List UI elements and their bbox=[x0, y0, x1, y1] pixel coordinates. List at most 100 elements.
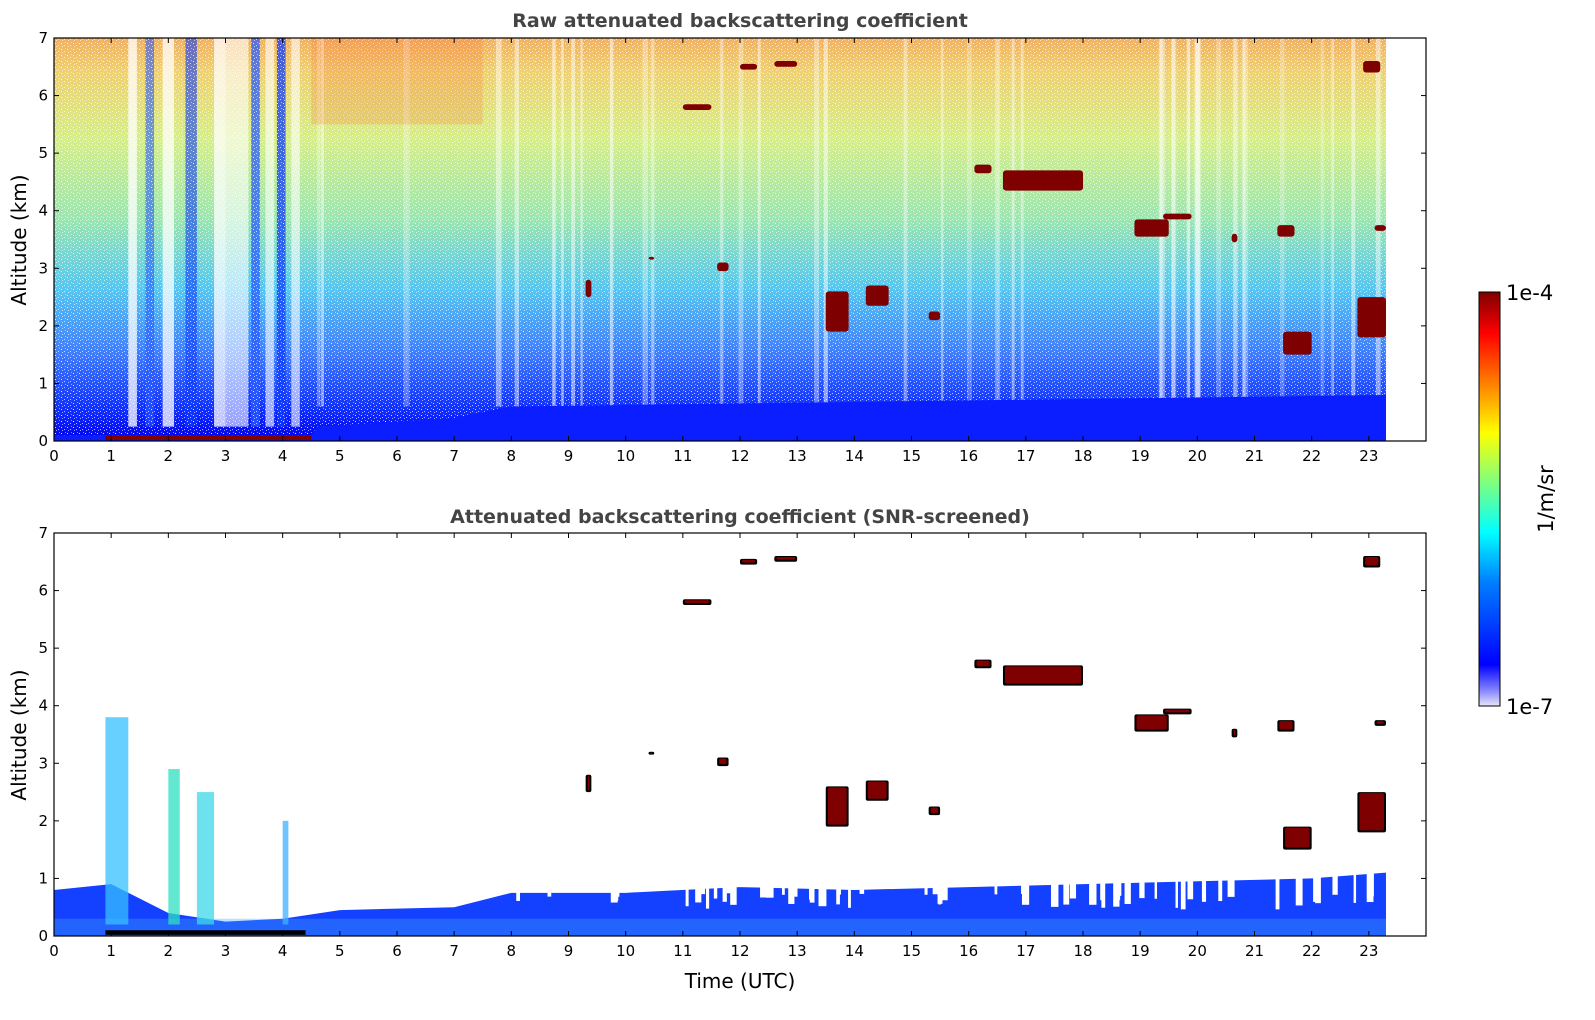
raw-x-tick-label: 6 bbox=[392, 447, 402, 465]
raw-x-tick-label: 3 bbox=[221, 447, 231, 465]
screened-layer-notch bbox=[924, 866, 928, 895]
screened-layer-notch bbox=[547, 866, 552, 897]
colorbar-max-label: 1e-4 bbox=[1506, 281, 1553, 305]
screened-cloud-core bbox=[1376, 721, 1384, 724]
raw-x-tick-label: 15 bbox=[902, 447, 921, 465]
screened-x-tick-label: 10 bbox=[616, 942, 635, 960]
raw-x-tick-label: 12 bbox=[730, 447, 749, 465]
raw-surface-layer bbox=[54, 394, 1386, 441]
raw-cloud-patch bbox=[1002, 170, 1083, 191]
raw-cloud-patch bbox=[717, 262, 729, 272]
screened-layer-notch bbox=[1313, 866, 1318, 902]
raw-x-tick-label: 11 bbox=[673, 447, 692, 465]
screened-layer-notch bbox=[1154, 866, 1158, 899]
screened-x-tick-label: 6 bbox=[392, 942, 402, 960]
raw-cloud-patch bbox=[774, 61, 798, 67]
screened-layer-notch bbox=[1101, 866, 1106, 908]
screened-x-tick-label: 22 bbox=[1302, 942, 1321, 960]
raw-x-tick-label: 17 bbox=[1016, 447, 1035, 465]
raw-y-axis-label: Altitude (km) bbox=[7, 174, 31, 305]
screened-y-tick-label: 5 bbox=[38, 639, 48, 657]
screened-layer-notch bbox=[1295, 866, 1303, 906]
raw-backscatter-heatmap bbox=[54, 38, 1386, 441]
raw-cloud-patch bbox=[1231, 233, 1238, 243]
screened-cloud-core bbox=[867, 781, 887, 799]
raw-y-tick-label: 4 bbox=[38, 202, 48, 220]
screened-layer-notch bbox=[713, 866, 718, 899]
colorbar-min-label: 1e-7 bbox=[1506, 695, 1553, 719]
raw-x-tick-label: 10 bbox=[616, 447, 635, 465]
raw-cloud-patch bbox=[682, 104, 712, 110]
screened-cloud-core bbox=[1165, 709, 1190, 713]
screened-x-tick-label: 5 bbox=[335, 942, 345, 960]
screened-layer-notch bbox=[809, 866, 815, 903]
screened-layer-notch bbox=[722, 866, 727, 902]
raw-x-tick-label: 1 bbox=[106, 447, 116, 465]
raw-high-noise-band bbox=[311, 38, 483, 125]
screened-aerosol-plume bbox=[196, 792, 215, 925]
screened-x-tick-label: 18 bbox=[1073, 942, 1092, 960]
screened-x-tick-label: 16 bbox=[959, 942, 978, 960]
screened-layer-notch bbox=[730, 866, 737, 905]
screened-y-tick-label: 0 bbox=[38, 927, 48, 945]
screened-layer-notch bbox=[1218, 866, 1223, 902]
screened-cloud-core bbox=[742, 559, 756, 563]
raw-x-tick-label: 16 bbox=[959, 447, 978, 465]
raw-cloud-patch bbox=[648, 256, 655, 260]
raw-y-tick-label: 2 bbox=[38, 317, 48, 335]
screened-x-tick-label: 20 bbox=[1188, 942, 1207, 960]
screened-layer-notch bbox=[685, 866, 689, 907]
screened-layer-notch bbox=[726, 866, 733, 894]
screened-layer-notch bbox=[1187, 866, 1194, 900]
screened-cloud-core bbox=[827, 787, 847, 825]
raw-x-tick-label: 2 bbox=[164, 447, 174, 465]
screened-y-tick-label: 1 bbox=[38, 869, 48, 887]
raw-x-tick-label: 5 bbox=[335, 447, 345, 465]
raw-y-tick-label: 0 bbox=[38, 432, 48, 450]
screened-layer-notch bbox=[1201, 866, 1207, 902]
screened-x-tick-label: 12 bbox=[730, 942, 749, 960]
screened-layer-notch bbox=[932, 866, 939, 895]
raw-y-tick-label: 1 bbox=[38, 374, 48, 392]
screened-layer-notch bbox=[1275, 866, 1280, 910]
screened-layer-notch bbox=[1139, 866, 1145, 899]
raw-speckle-overlay bbox=[54, 38, 1386, 441]
screened-y-tick-label: 7 bbox=[38, 524, 48, 542]
screened-y-tick-label: 3 bbox=[38, 754, 48, 772]
screened-layer-notch bbox=[818, 866, 827, 907]
screened-cloud-core bbox=[719, 758, 727, 765]
raw-cloud-patch bbox=[825, 291, 849, 332]
screened-x-tick-label: 11 bbox=[673, 942, 692, 960]
screened-layer-notch bbox=[859, 866, 865, 894]
raw-x-tick-label: 18 bbox=[1073, 447, 1092, 465]
screened-layer-notch bbox=[1069, 866, 1077, 899]
raw-cloud-patch bbox=[740, 63, 758, 70]
screened-backscatter-heatmap bbox=[54, 533, 1426, 936]
raw-cloud-patch bbox=[1283, 331, 1312, 355]
raw-cloud-patch bbox=[1357, 297, 1386, 338]
raw-y-tick-label: 7 bbox=[38, 29, 48, 47]
screened-cloud-core bbox=[1359, 793, 1384, 831]
raw-x-tick-label: 0 bbox=[49, 447, 59, 465]
raw-x-tick-label: 7 bbox=[449, 447, 459, 465]
screened-cloud-core bbox=[1004, 666, 1081, 684]
screened-ground-echo bbox=[105, 930, 306, 935]
raw-panel-title: Raw attenuated backscattering coefficien… bbox=[512, 10, 968, 32]
screened-x-tick-label: 13 bbox=[788, 942, 807, 960]
screened-layer-notch bbox=[1021, 866, 1026, 894]
screened-x-tick-label: 17 bbox=[1016, 942, 1035, 960]
screened-x-tick-label: 14 bbox=[845, 942, 864, 960]
screened-layer-notch bbox=[516, 866, 520, 901]
raw-cloud-patch bbox=[1374, 225, 1386, 231]
screened-y-tick-label: 4 bbox=[38, 697, 48, 715]
raw-x-tick-label: 23 bbox=[1359, 447, 1378, 465]
screened-cloud-core bbox=[1365, 557, 1379, 566]
raw-x-tick-label: 13 bbox=[788, 447, 807, 465]
screened-cloud-core bbox=[1279, 721, 1293, 730]
screened-x-tick-label: 3 bbox=[221, 942, 231, 960]
screened-x-tick-label: 19 bbox=[1131, 942, 1150, 960]
colorbar-unit-label: 1/m/sr bbox=[1534, 465, 1558, 533]
raw-cloud-patch bbox=[585, 279, 592, 298]
screened-axis-ticks: 0 1 2 3 4 5 6 7 8 9 10 11 12 13 14 15 16 17 18 19 20 21 22 2301… bbox=[38, 524, 1426, 960]
screened-backscatter-panel: 0 1 2 3 4 5 6 7 8 9 10 11 12 13 14 15 16 17 18 19 20 21 22 2301… bbox=[7, 506, 1427, 993]
